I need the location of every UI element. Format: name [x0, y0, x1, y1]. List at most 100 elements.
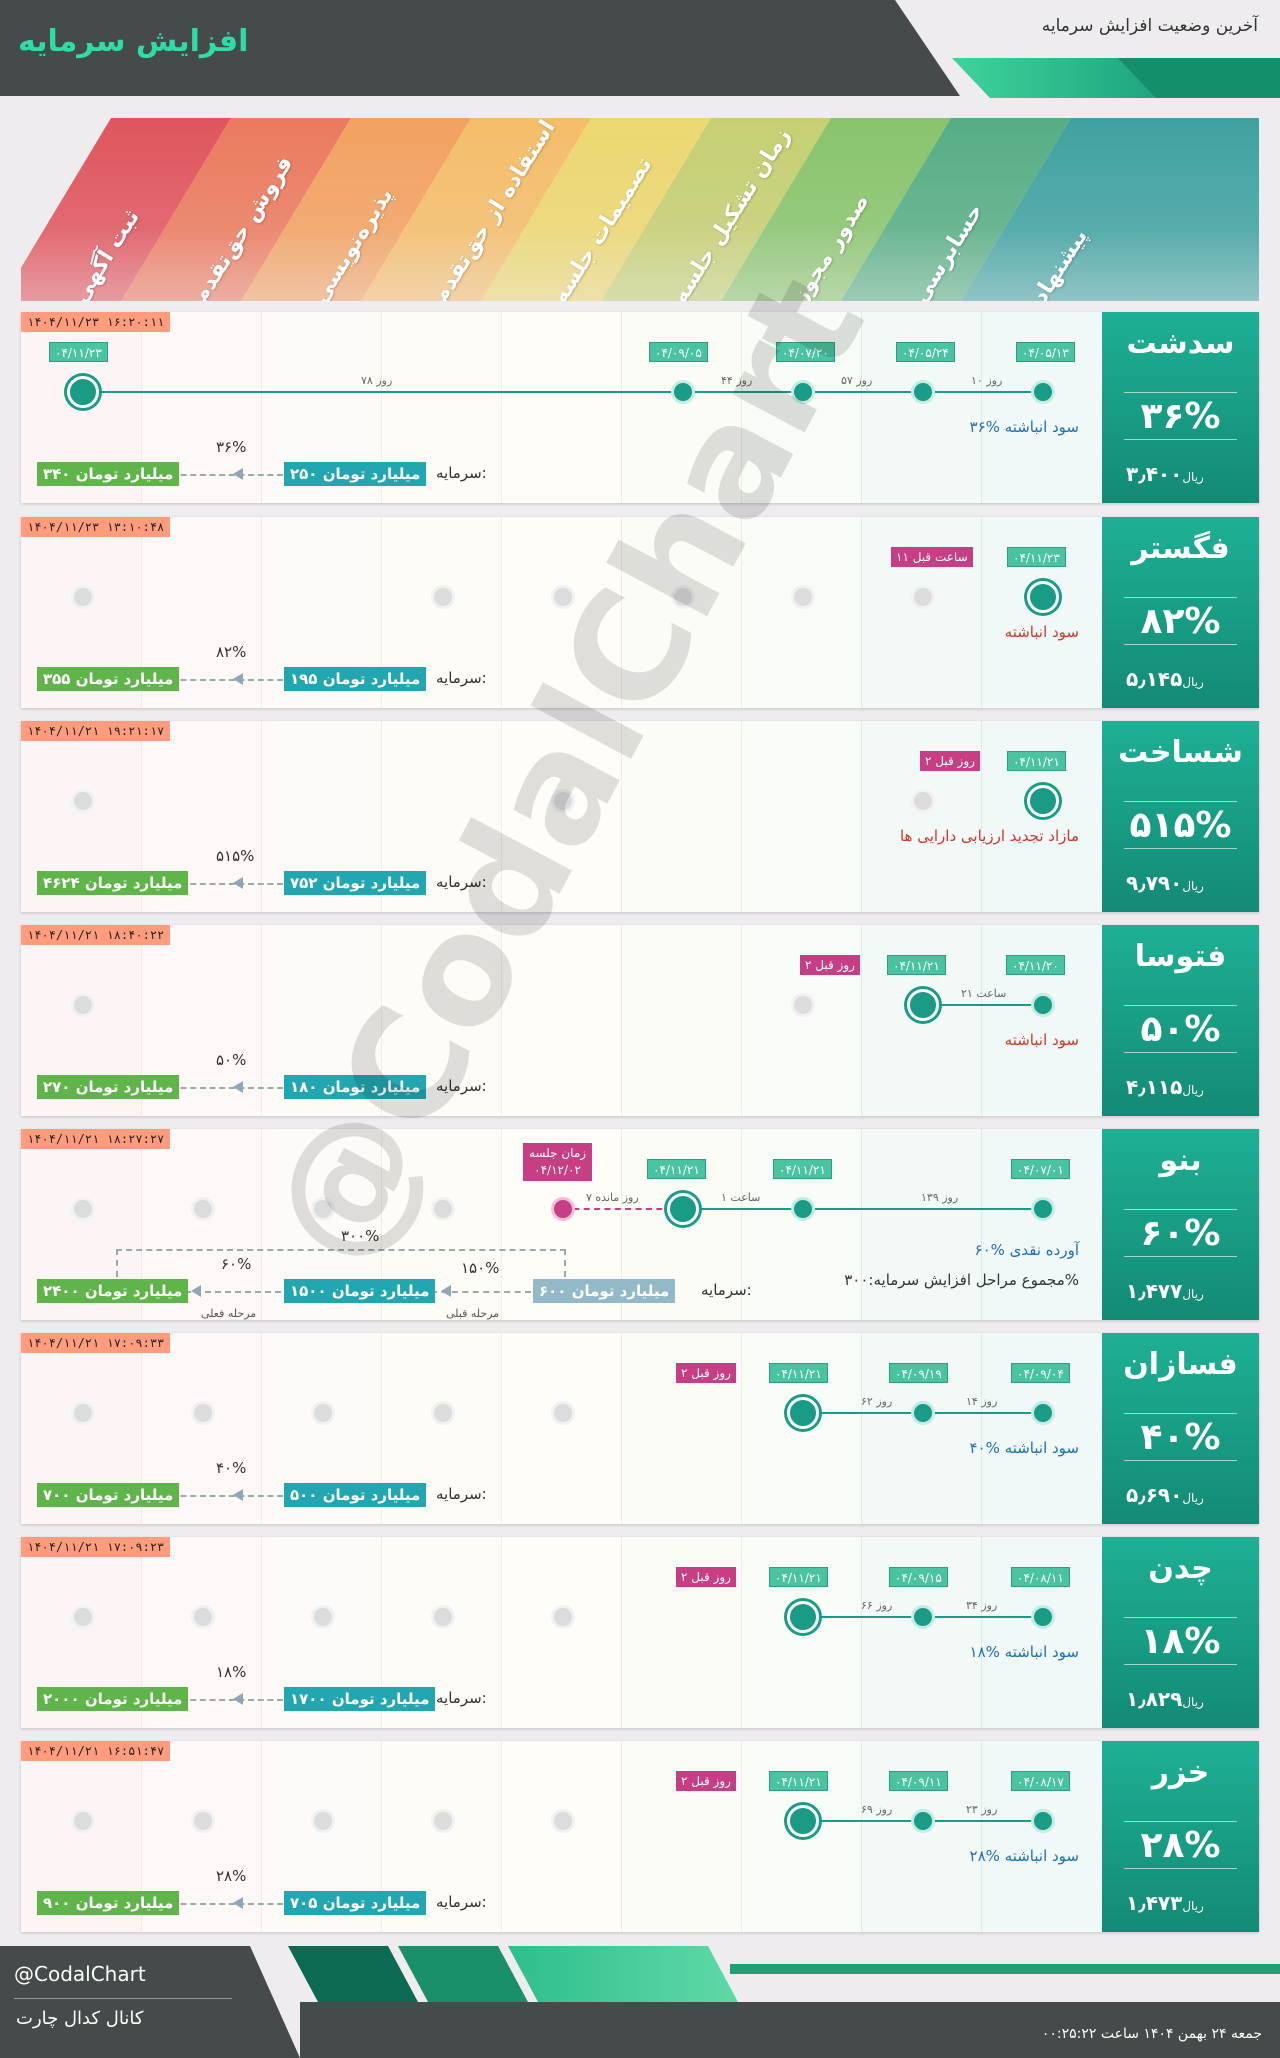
timeline-node[interactable] — [311, 1605, 335, 1629]
capital-arrow — [171, 1699, 283, 1701]
capital-increase-row: ۱۴۰۴/۱۱/۲۱ ۱۸:۴۰:۲۲ ۰۴/۱۱/۲۰ ۰۴/۱۱/۲۱ ۲ روز… — [21, 925, 1259, 1116]
timeline-node[interactable] — [911, 1605, 935, 1629]
timeline-node[interactable] — [311, 1401, 335, 1425]
symbol-panel[interactable]: چدن ۱۸% ۱٫۸۲۹ریال — [1102, 1537, 1259, 1728]
timeline-node[interactable] — [1031, 1809, 1055, 1833]
row-timeline: ۱۴۰۴/۱۱/۲۳ ۱۶:۲۰:۱۱ ۰۴/۰۵/۱۳ ۰۴/۰۵/۲۴ ۰۴/۰۷… — [21, 312, 1101, 503]
channel-handle[interactable]: @CodalChart — [14, 1962, 146, 1986]
interval-label: ۱۳۹ روز — [921, 1191, 959, 1204]
timeline-node[interactable] — [551, 789, 575, 813]
grid-line — [261, 312, 262, 503]
grid-line — [141, 1741, 142, 1932]
timeline-node[interactable] — [671, 380, 695, 404]
timeline-node[interactable] — [787, 1601, 819, 1633]
timeline-node[interactable] — [791, 380, 815, 404]
interval-label: ۲۱ ساعت — [961, 987, 1007, 1000]
symbol-panel[interactable]: سدشت ۳۶% ۳٫۴۰۰ریال — [1102, 312, 1259, 503]
grid-line — [141, 517, 142, 708]
grid-line — [141, 312, 142, 503]
timeline-node[interactable] — [907, 989, 939, 1021]
symbol-panel[interactable]: فگستر ۸۲% ۵٫۱۴۵ریال — [1102, 517, 1259, 708]
footer-divider — [14, 1998, 232, 1999]
timeline-node[interactable] — [911, 1809, 935, 1833]
timeline-node[interactable] — [1031, 380, 1055, 404]
timeline-node[interactable] — [71, 585, 95, 609]
symbol-panel[interactable]: فتوسا ۵۰% ۴٫۱۱۵ریال — [1102, 925, 1259, 1116]
symbol-name[interactable]: فسازان — [1123, 1347, 1238, 1382]
timeline-node[interactable] — [1031, 993, 1055, 1017]
capital-arrow-percent: ۱۸% — [216, 1663, 247, 1681]
interval-label: ۶۹ روز — [861, 1803, 893, 1816]
timeline-node[interactable] — [71, 789, 95, 813]
time-ago-tag: ۲ روز قبل — [676, 1771, 736, 1791]
timeline-node[interactable] — [311, 1809, 335, 1833]
symbol-name[interactable]: بنو — [1159, 1143, 1202, 1178]
timeline-node[interactable] — [431, 1197, 455, 1221]
symbol-name[interactable]: شساخت — [1118, 735, 1243, 770]
symbol-name[interactable]: سدشت — [1126, 326, 1235, 361]
timeline-node[interactable] — [431, 585, 455, 609]
timeline-node[interactable] — [71, 1809, 95, 1833]
symbol-name[interactable]: خزر — [1151, 1755, 1210, 1790]
timeline-node[interactable] — [71, 1197, 95, 1221]
grid-line — [621, 925, 622, 1116]
capital-to: ۳۴۰ میلیارد تومان — [37, 462, 180, 486]
timeline-node[interactable] — [791, 993, 815, 1017]
timeline-node[interactable] — [71, 1605, 95, 1629]
timeline-node[interactable] — [911, 1401, 935, 1425]
timeline-node[interactable] — [431, 1809, 455, 1833]
interval-label: ۶۶ روز — [861, 1599, 893, 1612]
timeline-node[interactable] — [667, 1193, 699, 1225]
timeline-line — [923, 1004, 1043, 1006]
timeline-node[interactable] — [911, 789, 935, 813]
grid-line — [261, 1333, 262, 1524]
stage-column — [741, 721, 861, 912]
timeline-node[interactable] — [67, 376, 99, 408]
timeline-node[interactable] — [911, 380, 935, 404]
timeline-node[interactable] — [1031, 1197, 1055, 1221]
symbol-panel[interactable]: فسازان ۴۰% ۵٫۶۹۰ریال — [1102, 1333, 1259, 1524]
grid-line — [261, 1741, 262, 1932]
timeline-node[interactable] — [787, 1397, 819, 1429]
row-timeline: ۱۴۰۴/۱۱/۲۱ ۱۶:۵۱:۴۷ ۰۴/۰۸/۱۷ ۰۴/۰۹/۱۱ ۰۴/۱۱… — [21, 1741, 1101, 1932]
symbol-name[interactable]: چدن — [1148, 1551, 1213, 1586]
footer-accent — [398, 1946, 528, 2002]
timeline-node[interactable] — [551, 1605, 575, 1629]
timeline-node[interactable] — [1027, 785, 1059, 817]
row-timeline: ۱۴۰۴/۱۱/۲۱ ۱۹:۲۱:۱۷ ۰۴/۱۱/۲۱ ۲ روز قبل مازا… — [21, 721, 1101, 912]
capital-arrow-percent: ۸۲% — [216, 643, 247, 661]
timeline-node[interactable] — [1031, 1401, 1055, 1425]
timeline-node[interactable] — [431, 1605, 455, 1629]
symbol-panel[interactable]: بنو ۶۰% ۱٫۴۷۷ریال — [1102, 1129, 1259, 1320]
timeline-node[interactable] — [1027, 581, 1059, 613]
timeline-node[interactable] — [431, 1401, 455, 1425]
symbol-panel[interactable]: خزر ۲۸% ۱٫۴۷۳ریال — [1102, 1741, 1259, 1932]
timeline-node[interactable] — [551, 1401, 575, 1425]
stage-column — [981, 1537, 1101, 1728]
timeline-node[interactable] — [311, 1197, 335, 1221]
symbol-name[interactable]: فگستر — [1131, 531, 1230, 566]
timeline-line — [83, 391, 1043, 393]
timeline-node[interactable] — [551, 1197, 575, 1221]
timeline-node[interactable] — [191, 1809, 215, 1833]
timeline-node[interactable] — [551, 585, 575, 609]
timeline-node[interactable] — [191, 1197, 215, 1221]
symbol-panel[interactable]: شساخت ۵۱۵% ۹٫۷۹۰ریال — [1102, 721, 1259, 912]
grid-line — [261, 925, 262, 1116]
timeline-node[interactable] — [551, 1809, 575, 1833]
grid-line — [861, 517, 862, 708]
timeline-node[interactable] — [191, 1605, 215, 1629]
timeline-node[interactable] — [911, 585, 935, 609]
symbol-name[interactable]: فتوسا — [1134, 939, 1227, 974]
date-tag: ۰۴/۰۹/۱۵ — [889, 1567, 948, 1587]
timeline-node[interactable] — [71, 993, 95, 1017]
timeline-node[interactable] — [787, 1805, 819, 1837]
timeline-node[interactable] — [1031, 1605, 1055, 1629]
timeline-node[interactable] — [791, 585, 815, 609]
timeline-node[interactable] — [791, 1197, 815, 1221]
timeline-node[interactable] — [71, 1401, 95, 1425]
increase-percent: ۶۰% — [1124, 1209, 1237, 1257]
timeline-node[interactable] — [671, 585, 695, 609]
grid-line — [741, 312, 742, 503]
timeline-node[interactable] — [191, 1401, 215, 1425]
